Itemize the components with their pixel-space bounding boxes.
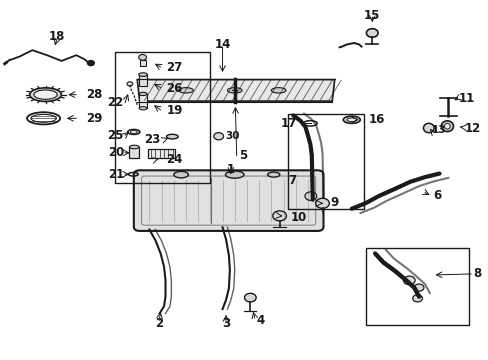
Circle shape: [272, 211, 286, 221]
Text: 29: 29: [86, 112, 102, 125]
Ellipse shape: [227, 87, 242, 93]
Text: 17: 17: [280, 117, 297, 130]
Text: 6: 6: [433, 189, 441, 202]
Bar: [129, 147, 139, 158]
Ellipse shape: [178, 87, 193, 93]
Text: 14: 14: [214, 38, 230, 51]
Text: 10: 10: [290, 211, 306, 224]
Text: 2: 2: [155, 317, 163, 330]
Text: 15: 15: [364, 9, 380, 22]
Ellipse shape: [423, 123, 433, 133]
Text: 27: 27: [166, 60, 183, 73]
Text: 3: 3: [222, 317, 229, 330]
Ellipse shape: [267, 172, 279, 177]
Ellipse shape: [343, 116, 360, 123]
Text: 12: 12: [464, 122, 480, 135]
Ellipse shape: [173, 171, 188, 178]
Circle shape: [139, 54, 146, 60]
Circle shape: [366, 29, 377, 37]
Text: 11: 11: [458, 92, 474, 105]
Ellipse shape: [129, 145, 139, 149]
Ellipse shape: [444, 123, 449, 129]
Ellipse shape: [166, 134, 178, 139]
Text: 24: 24: [166, 153, 183, 166]
Text: 8: 8: [473, 267, 481, 280]
Text: 4: 4: [256, 314, 264, 327]
Bar: [288, 114, 363, 210]
Text: 22: 22: [107, 96, 123, 109]
Circle shape: [413, 284, 423, 291]
Text: 19: 19: [166, 104, 183, 117]
Bar: [139, 75, 147, 86]
Text: 9: 9: [330, 196, 338, 209]
Text: 7: 7: [287, 174, 296, 187]
Bar: [148, 149, 174, 158]
Text: 25: 25: [107, 129, 123, 142]
Circle shape: [305, 192, 316, 201]
Text: 28: 28: [86, 88, 102, 101]
Circle shape: [127, 82, 133, 86]
Circle shape: [213, 133, 223, 140]
Ellipse shape: [139, 92, 147, 95]
Text: 20: 20: [107, 146, 124, 159]
Ellipse shape: [34, 90, 57, 99]
Circle shape: [403, 276, 414, 285]
Bar: [115, 52, 210, 183]
Ellipse shape: [139, 73, 147, 76]
Text: 30: 30: [224, 131, 239, 141]
Ellipse shape: [271, 87, 285, 93]
Ellipse shape: [139, 107, 147, 110]
FancyBboxPatch shape: [134, 170, 323, 231]
Ellipse shape: [346, 118, 356, 122]
Ellipse shape: [127, 130, 140, 134]
Bar: [139, 94, 147, 108]
Text: 18: 18: [48, 30, 65, 43]
Ellipse shape: [440, 121, 452, 132]
Ellipse shape: [130, 131, 137, 134]
Text: 16: 16: [368, 113, 385, 126]
Text: 13: 13: [431, 125, 446, 135]
Bar: [366, 248, 468, 325]
Circle shape: [315, 198, 329, 208]
Ellipse shape: [30, 88, 61, 102]
Ellipse shape: [225, 171, 244, 178]
Circle shape: [412, 295, 422, 302]
Text: 5: 5: [238, 149, 246, 162]
Circle shape: [244, 293, 256, 302]
Bar: [140, 59, 145, 66]
Text: 23: 23: [144, 133, 160, 146]
Text: 1: 1: [226, 163, 234, 176]
Polygon shape: [137, 80, 334, 101]
Text: 26: 26: [166, 82, 183, 95]
Circle shape: [87, 60, 94, 66]
Text: 21: 21: [107, 168, 124, 181]
